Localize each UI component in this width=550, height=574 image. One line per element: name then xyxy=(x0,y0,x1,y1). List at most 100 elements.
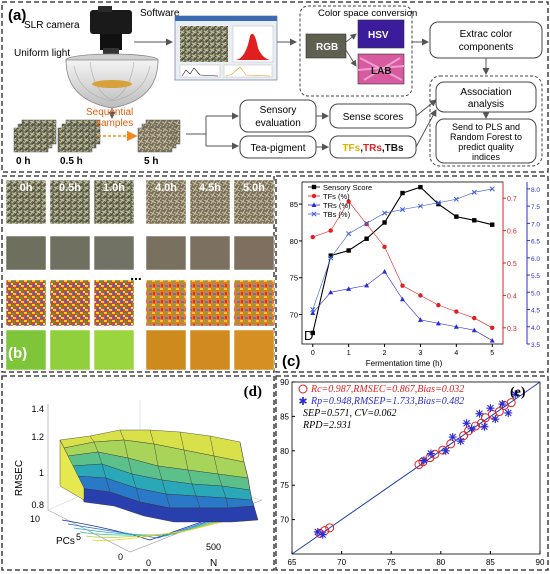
image-tile xyxy=(189,235,231,271)
y-tick-label: 85 xyxy=(280,412,289,421)
data-point xyxy=(310,330,315,336)
image-tile xyxy=(233,329,275,371)
image-tile xyxy=(145,179,187,225)
data-point xyxy=(328,253,333,258)
data-point xyxy=(472,315,477,321)
x-tick-label: 75 xyxy=(387,558,396,567)
legend-marker xyxy=(311,211,317,217)
contour-line xyxy=(61,504,251,541)
prediction-point xyxy=(467,424,476,433)
sequential-line-2: samples xyxy=(96,118,133,129)
sensory-eval-line-1: Sensory xyxy=(260,105,297,116)
data-point xyxy=(364,220,370,226)
time-5h: 5 h xyxy=(144,156,158,167)
tea-pigment-label: Tea-pigment xyxy=(250,143,305,154)
panel-e: 65 70 75 80 85 90 70 75 80 85 90 (e) Rc=0.987,RMSE… xyxy=(275,375,549,571)
data-point xyxy=(346,231,352,237)
panel-d-label: (d) xyxy=(244,384,262,400)
calibration-point xyxy=(459,431,469,441)
panel-d-zt2: 1.2 xyxy=(31,432,44,442)
prediction-point xyxy=(441,446,450,455)
mesh-line xyxy=(89,435,111,493)
panel-c: 0 1 2 3 4 5 70 75 80 85 0.3 0.4 0.5 0.6 0.7 3.5 4.0 4.5 5.… xyxy=(275,175,549,373)
mesh-line xyxy=(149,429,171,509)
calibration-point xyxy=(480,413,490,423)
panel-d-yt0: 0 xyxy=(118,552,123,562)
prediction-point xyxy=(456,437,465,446)
blue-tick-label: 8.0 xyxy=(531,187,540,194)
legend-label: TBs (%) xyxy=(323,210,351,219)
lamp-icon xyxy=(65,53,159,109)
red-tick-label: 0.4 xyxy=(507,293,517,300)
image-tile xyxy=(5,235,47,271)
panel-a: (a) SLR camera Uniform light Software xyxy=(1,1,549,173)
prediction-point xyxy=(448,433,457,442)
blue-tick-label: 4.5 xyxy=(531,308,540,315)
contour-line xyxy=(67,506,251,539)
panel-e-chart: 65 70 75 80 85 90 70 75 80 85 90 xyxy=(280,378,545,567)
data-point xyxy=(418,293,423,298)
y-tick-label: 70 xyxy=(280,516,289,525)
x-tick-label: 0 xyxy=(311,350,315,357)
annotation-sep: SEP=0.571, CV=0.062 xyxy=(303,408,397,419)
panel-d-yt2: 10 xyxy=(30,514,40,524)
x-tick-label: 2 xyxy=(383,350,387,357)
calibration-point xyxy=(494,407,504,417)
time-0h: 0 h xyxy=(16,156,30,167)
data-point xyxy=(328,255,334,261)
data-point xyxy=(346,199,351,204)
y-tick-label: 75 xyxy=(280,481,289,490)
image-tile xyxy=(93,179,135,225)
data-point xyxy=(382,220,387,225)
data-point xyxy=(382,269,388,274)
send-line-2: Random Forest to xyxy=(450,132,522,142)
left-tick-label: 70 xyxy=(290,311,298,320)
image-tile xyxy=(145,329,187,371)
x-tick-label: 1 xyxy=(347,350,351,357)
image-tile xyxy=(49,235,91,271)
prediction-point xyxy=(486,404,495,413)
data-point xyxy=(472,218,477,223)
image-tile xyxy=(5,279,47,327)
time-label: 0.5h xyxy=(59,182,81,194)
data-point xyxy=(310,310,316,315)
image-tile xyxy=(49,179,91,225)
calibration-point xyxy=(506,398,516,408)
legend-marker xyxy=(311,184,317,190)
sense-scores-label: Sense scores xyxy=(343,112,404,123)
camera-icon xyxy=(90,6,132,54)
data-point xyxy=(435,320,441,326)
color-space-label: Color space conversion xyxy=(318,8,417,19)
prediction-point xyxy=(480,422,489,431)
data-point xyxy=(489,337,495,343)
contour-line xyxy=(79,510,251,536)
prediction-point xyxy=(475,409,484,418)
software-label: Software xyxy=(140,8,180,19)
lab-label: LAB xyxy=(371,66,392,77)
prediction-point xyxy=(462,419,471,428)
sample-stack-05h xyxy=(57,119,101,153)
panel-d-ylabel: PCs xyxy=(56,536,75,547)
panel-c-letter: D xyxy=(304,328,313,343)
software-window xyxy=(174,15,278,81)
blue-tick-label: 4.0 xyxy=(531,325,540,332)
data-point xyxy=(310,306,316,313)
mesh-line xyxy=(179,431,201,509)
surface-strip xyxy=(79,487,259,523)
data-point xyxy=(346,286,352,291)
image-tile xyxy=(145,279,187,327)
calibration-point xyxy=(446,439,456,449)
red-tick-label: 0.3 xyxy=(507,326,517,333)
blue-tick-label: 5.0 xyxy=(531,290,540,297)
panel-c-label: (c) xyxy=(282,353,300,370)
image-tile xyxy=(5,329,47,371)
left-tick-label: 85 xyxy=(290,200,298,209)
blue-tick-label: 7.0 xyxy=(531,221,540,228)
association-line-1: Association xyxy=(460,87,511,98)
panel-d-zt0: 0.8 xyxy=(31,500,44,510)
prediction-point xyxy=(511,390,520,399)
data-point xyxy=(471,189,477,195)
mesh-line xyxy=(209,435,229,509)
annotation-pred-marker: ✱ xyxy=(298,396,307,408)
